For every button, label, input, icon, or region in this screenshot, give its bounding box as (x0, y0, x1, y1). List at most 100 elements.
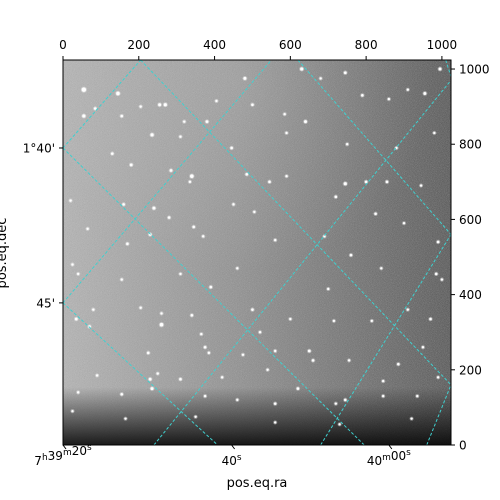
star (343, 71, 347, 75)
star (129, 163, 133, 167)
ra-label-unit: s (237, 453, 242, 463)
star (323, 235, 326, 238)
star (148, 377, 152, 381)
star (69, 199, 72, 202)
star (139, 306, 142, 309)
star (232, 203, 235, 206)
star (124, 417, 127, 420)
star (86, 227, 89, 231)
ra-label-unit: m (63, 448, 72, 458)
star (319, 77, 322, 80)
star (343, 182, 347, 186)
ra-tick (231, 444, 236, 450)
y-pixel-tick-label: 200 (459, 363, 482, 377)
ra-label-unit: s (87, 443, 92, 453)
star (150, 387, 154, 391)
star (236, 267, 239, 270)
star (209, 285, 213, 289)
ra-label-value: 7 (34, 454, 42, 468)
x-pixel-tick-label: 600 (279, 38, 302, 52)
x-pixel-tick-label: 200 (127, 38, 150, 52)
star (188, 180, 192, 184)
y-pixel-tick-label: 800 (459, 138, 482, 152)
star (150, 133, 154, 137)
star (370, 319, 374, 323)
tick-marks (59, 56, 455, 450)
star (192, 225, 196, 229)
ra-label-value: 00 (391, 449, 406, 463)
star (190, 174, 194, 178)
star (381, 379, 385, 383)
ra-tick-label: 40m00s (367, 448, 411, 468)
star (380, 267, 383, 270)
star (397, 362, 400, 366)
y-pixel-tick-label: 600 (459, 213, 482, 227)
tick-labels: 0 200 400 600 800 1000020040060080010007h39m2… (23, 38, 490, 468)
star (190, 313, 194, 317)
x-pixel-tick-label: 0 (59, 38, 67, 52)
star (207, 351, 211, 355)
star (364, 180, 368, 184)
coordinate-grid (63, 60, 451, 445)
ra-label-unit: s (406, 448, 411, 458)
star (146, 351, 150, 355)
star (283, 112, 286, 116)
star (402, 221, 406, 225)
star (266, 368, 269, 372)
star (406, 308, 410, 311)
star (423, 91, 427, 95)
star (438, 67, 442, 71)
star (116, 91, 120, 96)
star (304, 120, 307, 124)
star (311, 359, 315, 362)
star-field (68, 66, 445, 427)
star (139, 105, 142, 108)
star (345, 143, 349, 146)
star (385, 180, 389, 184)
star (122, 203, 125, 206)
ra-label-value: 40 (222, 454, 237, 468)
star (410, 417, 413, 420)
star (120, 392, 124, 396)
star (361, 94, 364, 97)
star (338, 423, 341, 426)
star (158, 103, 162, 107)
ra-label-unit: m (382, 453, 391, 463)
star (163, 103, 167, 107)
star (374, 212, 377, 216)
star (76, 272, 80, 276)
star (273, 349, 277, 353)
star (273, 402, 277, 405)
star (201, 235, 205, 238)
star (258, 331, 262, 334)
star (334, 402, 338, 405)
star (71, 263, 74, 266)
x-axis-label: pos.eq.ra (227, 476, 288, 491)
star (71, 409, 74, 413)
dec-grid-line (297, 60, 451, 235)
star (110, 152, 114, 155)
star (273, 421, 277, 424)
star (245, 172, 249, 176)
star (429, 317, 432, 321)
ra-label-value: 40 (367, 454, 382, 468)
star (95, 374, 99, 377)
x-pixel-tick-label: 800 (355, 38, 378, 52)
star (289, 317, 292, 321)
star (334, 195, 338, 199)
star (200, 332, 203, 336)
star (167, 216, 171, 219)
star (434, 272, 438, 276)
star (285, 174, 288, 178)
star (169, 169, 173, 172)
star (92, 308, 95, 311)
star (93, 107, 97, 110)
ra-label-value: 20 (72, 444, 87, 458)
star (152, 206, 156, 210)
ra-grid-line (320, 234, 451, 445)
star (183, 120, 186, 123)
star (436, 376, 440, 379)
star (300, 67, 304, 71)
star (332, 319, 336, 323)
